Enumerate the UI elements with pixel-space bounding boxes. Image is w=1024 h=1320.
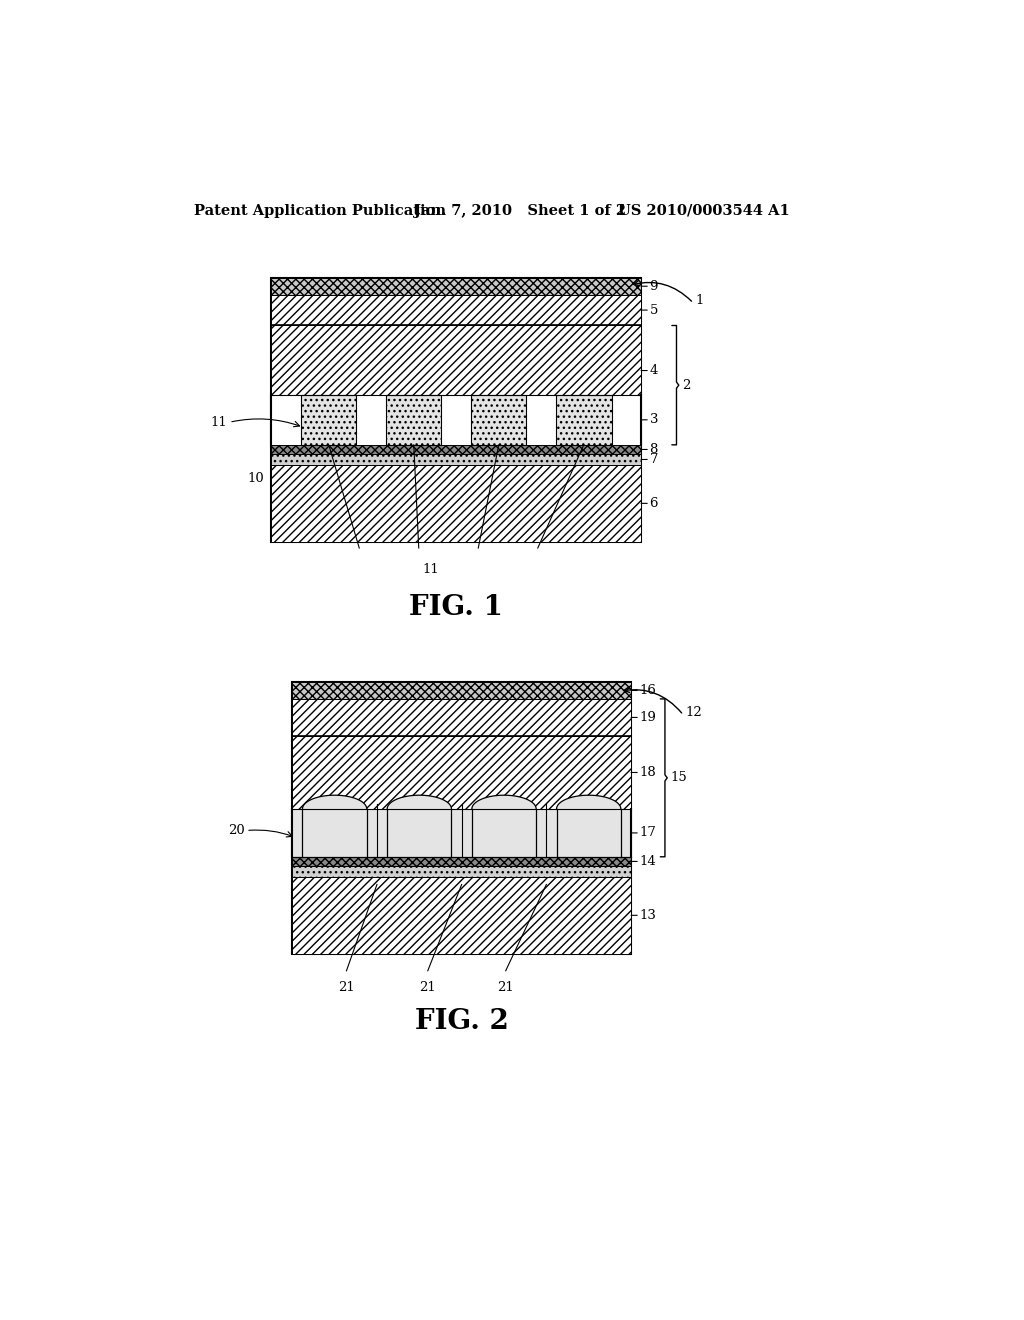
Bar [292,682,631,700]
Text: Patent Application Publication: Patent Application Publication [194,203,445,218]
Text: 12: 12 [685,706,701,719]
Text: FIG. 1: FIG. 1 [410,594,503,622]
Polygon shape [472,795,537,857]
Bar [271,454,641,465]
Text: 6: 6 [649,496,658,510]
Text: 2: 2 [682,379,690,392]
Text: 21: 21 [338,981,355,994]
Bar [271,277,641,294]
Bar [292,737,631,809]
Bar [292,876,631,954]
Bar [271,465,641,543]
Text: US 2010/0003544 A1: US 2010/0003544 A1 [617,203,790,218]
Bar [271,277,641,541]
Text: 4: 4 [649,364,657,378]
Text: 14: 14 [640,855,656,869]
Polygon shape [387,795,452,857]
Text: 3: 3 [649,413,658,426]
Text: 5: 5 [649,304,657,317]
Text: 17: 17 [640,826,656,840]
Bar [271,294,641,326]
Text: 7: 7 [649,453,658,466]
Text: 13: 13 [640,908,656,921]
Text: FIG. 2: FIG. 2 [415,1007,509,1035]
Bar [271,326,641,395]
Text: 8: 8 [649,444,657,455]
Bar [271,395,641,445]
Bar [301,395,356,445]
Text: 21: 21 [420,981,436,994]
Bar [292,809,631,857]
Bar [292,857,631,866]
Bar [271,445,641,454]
Text: 11: 11 [211,416,227,429]
Text: Jan. 7, 2010   Sheet 1 of 2: Jan. 7, 2010 Sheet 1 of 2 [414,203,626,218]
Text: 16: 16 [640,684,656,697]
Text: 18: 18 [640,766,656,779]
Polygon shape [302,795,367,857]
Text: 10: 10 [247,473,264,486]
Text: 11: 11 [422,564,438,577]
Bar [556,395,611,445]
Polygon shape [556,795,621,857]
Text: 20: 20 [227,824,245,837]
Text: 9: 9 [649,280,658,293]
Bar [386,395,441,445]
Text: 19: 19 [640,711,656,723]
Bar [292,866,631,876]
Bar [471,395,526,445]
Text: 21: 21 [498,981,514,994]
Text: 15: 15 [671,771,687,784]
Bar [292,682,631,954]
Bar [292,700,631,737]
Text: 1: 1 [695,294,703,308]
